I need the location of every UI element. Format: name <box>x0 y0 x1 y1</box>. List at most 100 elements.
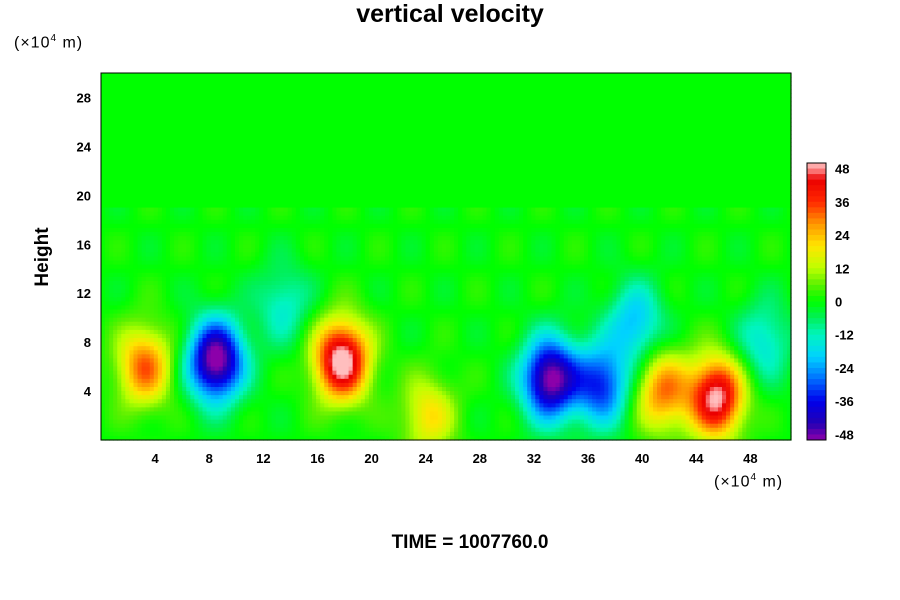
field-cell <box>502 179 508 184</box>
field-cell <box>356 183 362 188</box>
field-cell <box>218 174 224 180</box>
field-cell <box>697 166 703 172</box>
field-cell <box>677 134 683 139</box>
field-cell <box>466 113 471 119</box>
field-cell <box>113 179 118 184</box>
field-cell <box>535 138 540 143</box>
field-cell <box>539 154 545 160</box>
field-cell <box>218 126 224 131</box>
field-cell <box>312 191 317 196</box>
field-cell <box>474 162 480 168</box>
field-cell <box>389 166 394 172</box>
field-cell <box>348 109 354 115</box>
field-cell <box>746 97 752 103</box>
field-cell <box>742 73 747 78</box>
field-cell <box>222 93 228 99</box>
field-cell <box>287 101 293 107</box>
field-cell <box>689 97 695 103</box>
field-cell <box>157 162 163 168</box>
field-cell <box>648 146 654 152</box>
field-cell <box>644 158 650 164</box>
field-cell <box>490 97 496 103</box>
field-cell <box>535 162 540 168</box>
field-cell <box>701 97 707 103</box>
field-cell <box>478 97 484 103</box>
field-cell <box>129 146 135 152</box>
field-cell <box>117 85 122 90</box>
field-cell <box>263 154 269 160</box>
field-cell <box>312 101 317 107</box>
field-cell <box>153 101 159 107</box>
field-cell <box>316 179 321 184</box>
field-cell <box>133 113 139 119</box>
field-cell <box>218 81 224 86</box>
field-cell <box>657 166 662 172</box>
field-cell <box>458 174 463 180</box>
field-cell <box>713 183 719 188</box>
field-cell <box>153 174 159 180</box>
field-cell <box>385 105 390 111</box>
field-cell <box>758 117 764 123</box>
field-cell <box>405 126 411 131</box>
field-cell <box>458 166 463 172</box>
field-cell <box>604 179 609 184</box>
field-cell <box>279 138 285 143</box>
field-cell <box>547 77 553 82</box>
field-cell <box>563 150 569 156</box>
field-cell <box>198 146 204 152</box>
field-cell <box>458 187 463 192</box>
field-cell <box>523 174 528 180</box>
field-cell <box>344 174 350 180</box>
field-cell <box>348 174 354 180</box>
field-cell <box>226 89 232 94</box>
field-cell <box>531 142 536 147</box>
field-cell <box>405 179 411 184</box>
field-cell <box>551 138 557 143</box>
field-cell <box>770 73 776 78</box>
field-cell <box>661 101 666 107</box>
field-cell <box>161 89 167 94</box>
field-cell <box>409 130 415 135</box>
field-cell <box>628 138 634 143</box>
field-cell <box>458 89 463 94</box>
field-cell <box>762 170 768 176</box>
field-cell <box>689 187 695 192</box>
field-cell <box>535 89 540 94</box>
field-cell <box>109 183 114 188</box>
field-cell <box>462 174 467 180</box>
field-cell <box>255 187 260 192</box>
field-cell <box>324 113 329 119</box>
field-cell <box>360 146 366 152</box>
field-cell <box>515 146 520 152</box>
field-cell <box>141 97 147 103</box>
field-cell <box>226 81 232 86</box>
field-cell <box>320 154 325 160</box>
field-cell <box>454 126 459 131</box>
field-cell <box>474 187 480 192</box>
field-cell <box>563 134 569 139</box>
field-cell <box>636 77 642 82</box>
field-cell <box>206 187 212 192</box>
field-cell <box>344 77 350 82</box>
field-cell <box>190 73 195 78</box>
field-cell <box>567 174 573 180</box>
field-cell <box>709 101 715 107</box>
field-cell <box>320 89 325 94</box>
field-cell <box>697 121 703 127</box>
field-cell <box>186 134 191 139</box>
field-cell <box>251 191 256 196</box>
field-cell <box>178 85 183 90</box>
field-cell <box>575 126 581 131</box>
field-cell <box>182 150 187 156</box>
field-cell <box>287 179 293 184</box>
field-cell <box>498 121 504 127</box>
field-cell <box>628 113 634 119</box>
field-cell <box>620 113 626 119</box>
field-cell <box>722 117 727 123</box>
field-cell <box>247 138 252 143</box>
field-cell <box>393 162 398 168</box>
field-cell <box>433 113 439 119</box>
field-cell <box>226 121 232 127</box>
field-cell <box>316 117 321 123</box>
field-cell <box>113 150 118 156</box>
